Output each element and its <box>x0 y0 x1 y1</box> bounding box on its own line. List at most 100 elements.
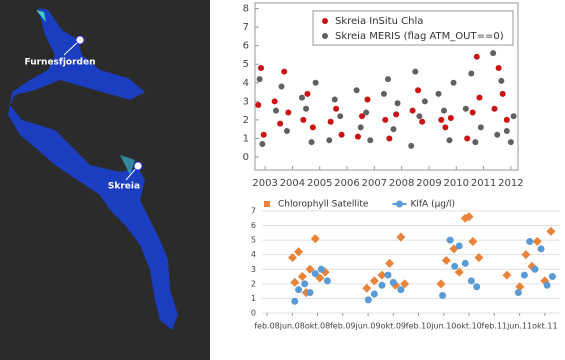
point <box>278 83 285 90</box>
y-tick-label: 0 <box>251 309 256 318</box>
x-tick-label: feb.11 <box>482 322 508 331</box>
point <box>462 105 469 112</box>
point <box>369 276 379 286</box>
point <box>354 133 361 140</box>
point <box>450 79 457 86</box>
x-tick-label: jun.09 <box>355 322 381 331</box>
point <box>442 124 449 131</box>
point <box>326 137 333 144</box>
point <box>317 265 325 273</box>
point <box>337 113 344 120</box>
point <box>409 107 416 114</box>
point <box>521 250 531 260</box>
point <box>499 90 506 97</box>
point <box>304 90 311 97</box>
point <box>295 286 303 294</box>
y-tick-label: 4 <box>251 250 256 259</box>
point <box>312 79 319 86</box>
point <box>507 139 514 146</box>
point <box>472 139 479 146</box>
point <box>494 131 501 138</box>
point <box>309 124 316 131</box>
point <box>271 98 278 105</box>
point <box>490 50 497 57</box>
point <box>297 272 307 282</box>
x-tick-label: 2011 <box>471 178 496 189</box>
y-tick-label: 5 <box>243 59 249 70</box>
point <box>386 135 393 142</box>
point <box>503 128 510 135</box>
point <box>440 107 447 114</box>
point <box>294 247 304 257</box>
x-tick-label: 2004 <box>280 178 305 189</box>
x-tick-label: feb.10 <box>406 322 432 331</box>
point <box>301 280 309 288</box>
x-tick-label: 2007 <box>362 178 387 189</box>
point <box>416 113 423 120</box>
point <box>526 238 534 246</box>
y-tick-label: 3 <box>251 265 256 274</box>
x-tick-label: 2008 <box>389 178 414 189</box>
point <box>259 141 266 148</box>
y-tick-label: 8 <box>243 4 249 15</box>
point <box>514 289 522 297</box>
lake-shape <box>8 8 178 330</box>
map-label: Furnesfjorden <box>25 58 96 68</box>
legend-label: Skreia MERIS (flag ATM_OUT==0) <box>335 31 504 42</box>
point <box>415 87 422 94</box>
point <box>396 232 406 242</box>
point <box>520 271 528 279</box>
legend-label: Chlorophyll Satellite <box>278 200 369 210</box>
x-tick-label: okt.11 <box>532 322 557 331</box>
point <box>473 53 480 60</box>
point <box>477 124 484 131</box>
point <box>308 139 315 146</box>
point <box>310 234 320 244</box>
point <box>303 105 310 112</box>
point <box>277 120 284 127</box>
point <box>438 116 445 123</box>
point <box>393 111 400 118</box>
y-tick-label: 6 <box>251 221 256 230</box>
point <box>258 64 265 71</box>
point <box>283 128 290 135</box>
point <box>515 282 525 292</box>
legend-marker <box>395 200 403 208</box>
point <box>454 267 464 277</box>
y-tick-label: 4 <box>243 78 249 89</box>
point <box>467 277 475 285</box>
point <box>419 118 426 125</box>
point <box>474 253 484 263</box>
point <box>311 270 319 278</box>
point <box>468 70 475 77</box>
point <box>384 271 392 279</box>
x-tick-label: 2005 <box>307 178 332 189</box>
lake <box>8 8 178 330</box>
point <box>273 107 280 114</box>
y-tick-label: 6 <box>243 41 249 52</box>
point <box>468 237 478 247</box>
point <box>353 87 360 94</box>
point <box>385 258 395 268</box>
y-tick-label: 5 <box>251 236 256 245</box>
point <box>260 131 267 138</box>
point <box>298 94 305 101</box>
point <box>327 118 334 125</box>
point <box>531 265 539 273</box>
point <box>408 142 415 149</box>
point <box>378 281 386 289</box>
point <box>441 256 451 265</box>
point <box>305 264 315 274</box>
y-tick-label: 1 <box>243 133 249 144</box>
point <box>357 124 364 131</box>
point <box>362 283 372 293</box>
point <box>543 281 551 289</box>
x-tick-label: okt.10 <box>456 322 481 331</box>
point <box>498 77 505 84</box>
x-tick-label: jun.10 <box>430 322 456 331</box>
x-tick-label: 2012 <box>498 178 523 189</box>
point <box>363 109 370 116</box>
point <box>390 126 397 133</box>
y-tick-label: 2 <box>251 279 256 288</box>
